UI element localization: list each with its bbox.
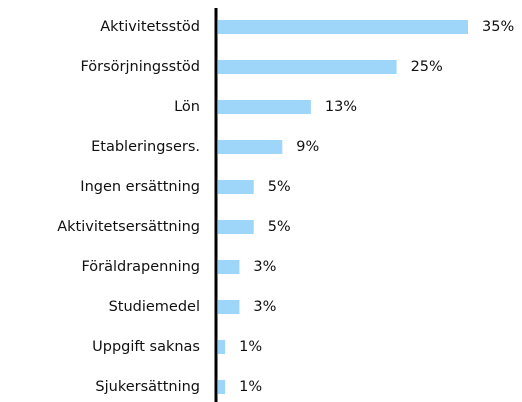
- value-label: 1%: [239, 379, 262, 395]
- bar: [218, 100, 311, 114]
- value-label: 25%: [411, 59, 443, 75]
- value-label: 5%: [268, 179, 291, 195]
- category-label: Etableringsers.: [91, 139, 200, 155]
- value-label: 1%: [239, 339, 262, 355]
- bar: [218, 220, 254, 234]
- value-label: 9%: [296, 139, 319, 155]
- bar: [218, 180, 254, 194]
- bar: [218, 340, 226, 354]
- category-label: Lön: [174, 99, 200, 115]
- category-label: Ingen ersättning: [80, 179, 200, 195]
- value-label: 3%: [253, 259, 276, 275]
- value-label: 3%: [253, 299, 276, 315]
- category-label: Uppgift saknas: [92, 339, 200, 355]
- bar: [218, 260, 240, 274]
- bar: [218, 140, 283, 154]
- bar: [218, 60, 397, 74]
- bar: [218, 20, 468, 34]
- bar: [218, 380, 226, 394]
- value-label: 13%: [325, 99, 357, 115]
- category-label: Sjukersättning: [95, 379, 200, 395]
- value-label: 5%: [268, 219, 291, 235]
- value-label: 35%: [482, 19, 514, 35]
- category-label: Studiemedel: [109, 299, 200, 315]
- category-label: Försörjningsstöd: [80, 59, 200, 75]
- bar: [218, 300, 240, 314]
- category-label: Föräldrapenning: [81, 259, 200, 275]
- category-label: Aktivitetsersättning: [57, 219, 200, 235]
- category-label: Aktivitetsstöd: [100, 19, 200, 35]
